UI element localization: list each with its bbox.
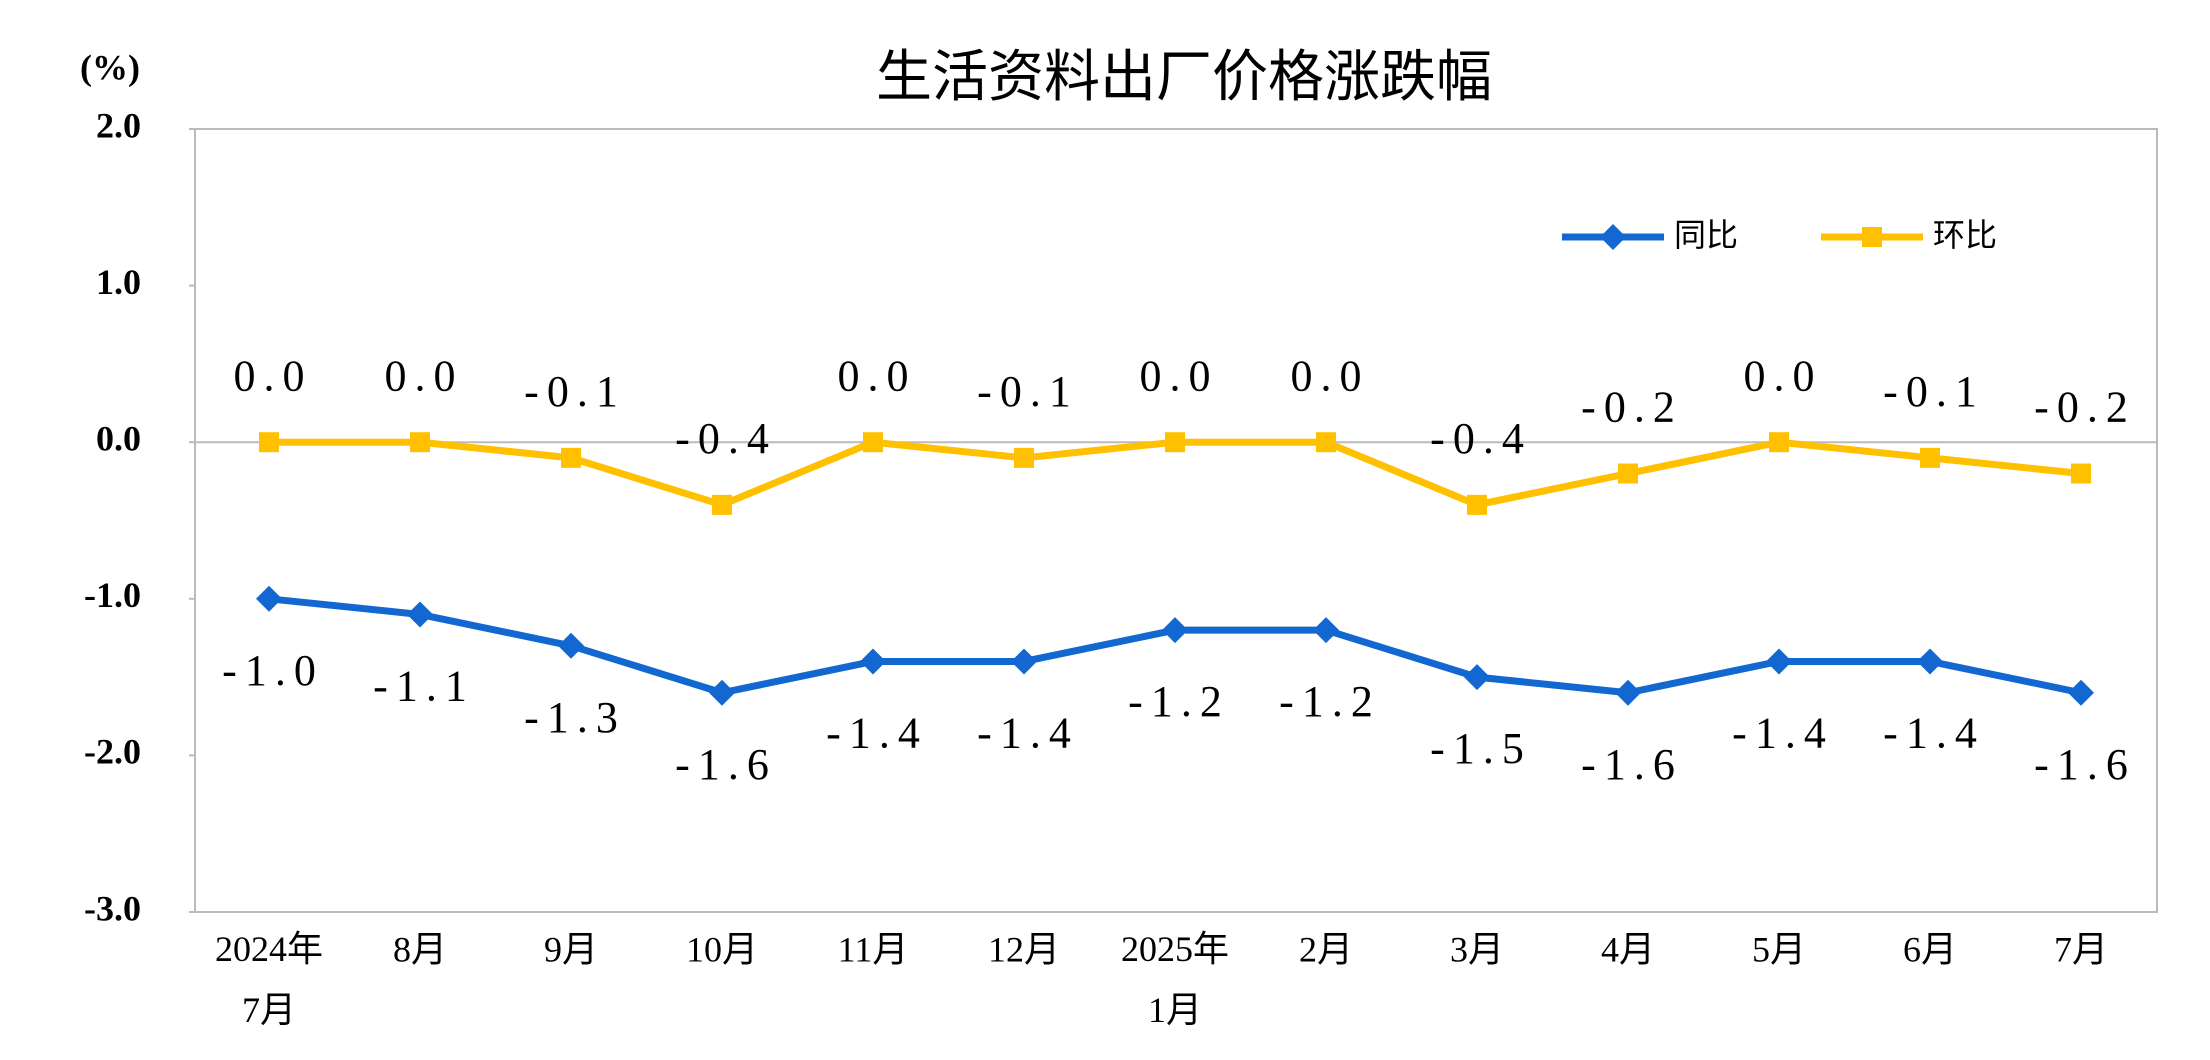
marker (712, 494, 732, 515)
data-label: -0.4 (675, 414, 777, 463)
x-tick-label: 12月 (988, 929, 1060, 969)
marker (1011, 648, 1037, 675)
data-label: -1.6 (2034, 740, 2136, 789)
data-label: -1.5 (1430, 724, 1532, 773)
marker (1014, 447, 1034, 468)
marker (1467, 494, 1487, 515)
marker (1769, 432, 1789, 453)
marker (259, 432, 279, 453)
marker (1316, 432, 1336, 453)
y-tick-label: -1.0 (84, 575, 141, 615)
marker (1162, 617, 1188, 644)
marker (1165, 432, 1185, 453)
data-label: -0.1 (524, 367, 626, 416)
marker (709, 679, 735, 706)
plot-border (194, 128, 2158, 913)
data-label: -1.1 (373, 662, 475, 711)
marker (1464, 664, 1490, 691)
data-label: 0.0 (1140, 351, 1219, 400)
y-tick-label: -3.0 (84, 888, 141, 928)
marker (1600, 224, 1626, 250)
data-label: 0.0 (1291, 351, 1370, 400)
x-tick-label: 10月 (686, 929, 758, 969)
x-tick-label: 5月 (1752, 929, 1806, 969)
x-tick-label: 2024年 7月 (215, 929, 323, 1030)
marker (1917, 648, 1943, 675)
marker (1766, 648, 1792, 675)
data-label: -1.4 (826, 709, 928, 758)
data-label: -0.4 (1430, 414, 1532, 463)
data-label: -0.2 (2034, 383, 2136, 432)
marker (561, 447, 581, 468)
data-label: -1.6 (675, 740, 777, 789)
marker (558, 632, 584, 659)
x-tick-label: 7月 (2054, 929, 2108, 969)
data-label: -1.0 (222, 646, 324, 695)
marker (1313, 617, 1339, 644)
marker (1862, 227, 1882, 247)
data-label: -1.6 (1581, 740, 1683, 789)
data-label: 0.0 (385, 351, 464, 400)
marker (863, 432, 883, 453)
data-label: -0.1 (977, 367, 1079, 416)
data-label: -0.1 (1883, 367, 1985, 416)
marker (1618, 463, 1638, 484)
x-tick-label: 2025年 1月 (1121, 929, 1229, 1030)
x-tick-label: 11月 (838, 929, 909, 969)
data-label: 0.0 (234, 351, 313, 400)
data-label: -1.4 (1732, 709, 1834, 758)
marker (1920, 447, 1940, 468)
marker (1615, 679, 1641, 706)
y-tick-label: -2.0 (84, 732, 141, 772)
marker (2068, 679, 2094, 706)
legend-label: 环比 (1933, 216, 1997, 254)
data-label: -1.2 (1279, 677, 1381, 726)
y-tick-label: 1.0 (96, 262, 141, 302)
marker (256, 585, 282, 612)
x-tick-label: 9月 (544, 929, 598, 969)
x-tick-label: 6月 (1903, 929, 1957, 969)
chart-title: 生活资料出厂价格涨跌幅 (876, 45, 1492, 110)
data-label: 0.0 (1744, 351, 1823, 400)
x-tick-label: 4月 (1601, 929, 1655, 969)
marker (2071, 463, 2091, 484)
marker (407, 601, 433, 628)
x-tick-label: 2月 (1299, 929, 1353, 969)
data-label: 0.0 (838, 351, 917, 400)
data-label: -0.2 (1581, 383, 1683, 432)
marker (410, 432, 430, 453)
x-tick-label: 8月 (393, 929, 447, 969)
legend-label: 同比 (1674, 216, 1738, 254)
data-label: -1.2 (1128, 677, 1230, 726)
data-label: -1.3 (524, 693, 626, 742)
x-tick-label: 3月 (1450, 929, 1504, 969)
y-tick-label: 0.0 (96, 418, 141, 458)
data-label: -1.4 (1883, 709, 1985, 758)
marker (860, 648, 886, 675)
y-unit: (%) (80, 47, 140, 87)
y-tick-label: 2.0 (96, 105, 141, 145)
data-label: -1.4 (977, 709, 1079, 758)
